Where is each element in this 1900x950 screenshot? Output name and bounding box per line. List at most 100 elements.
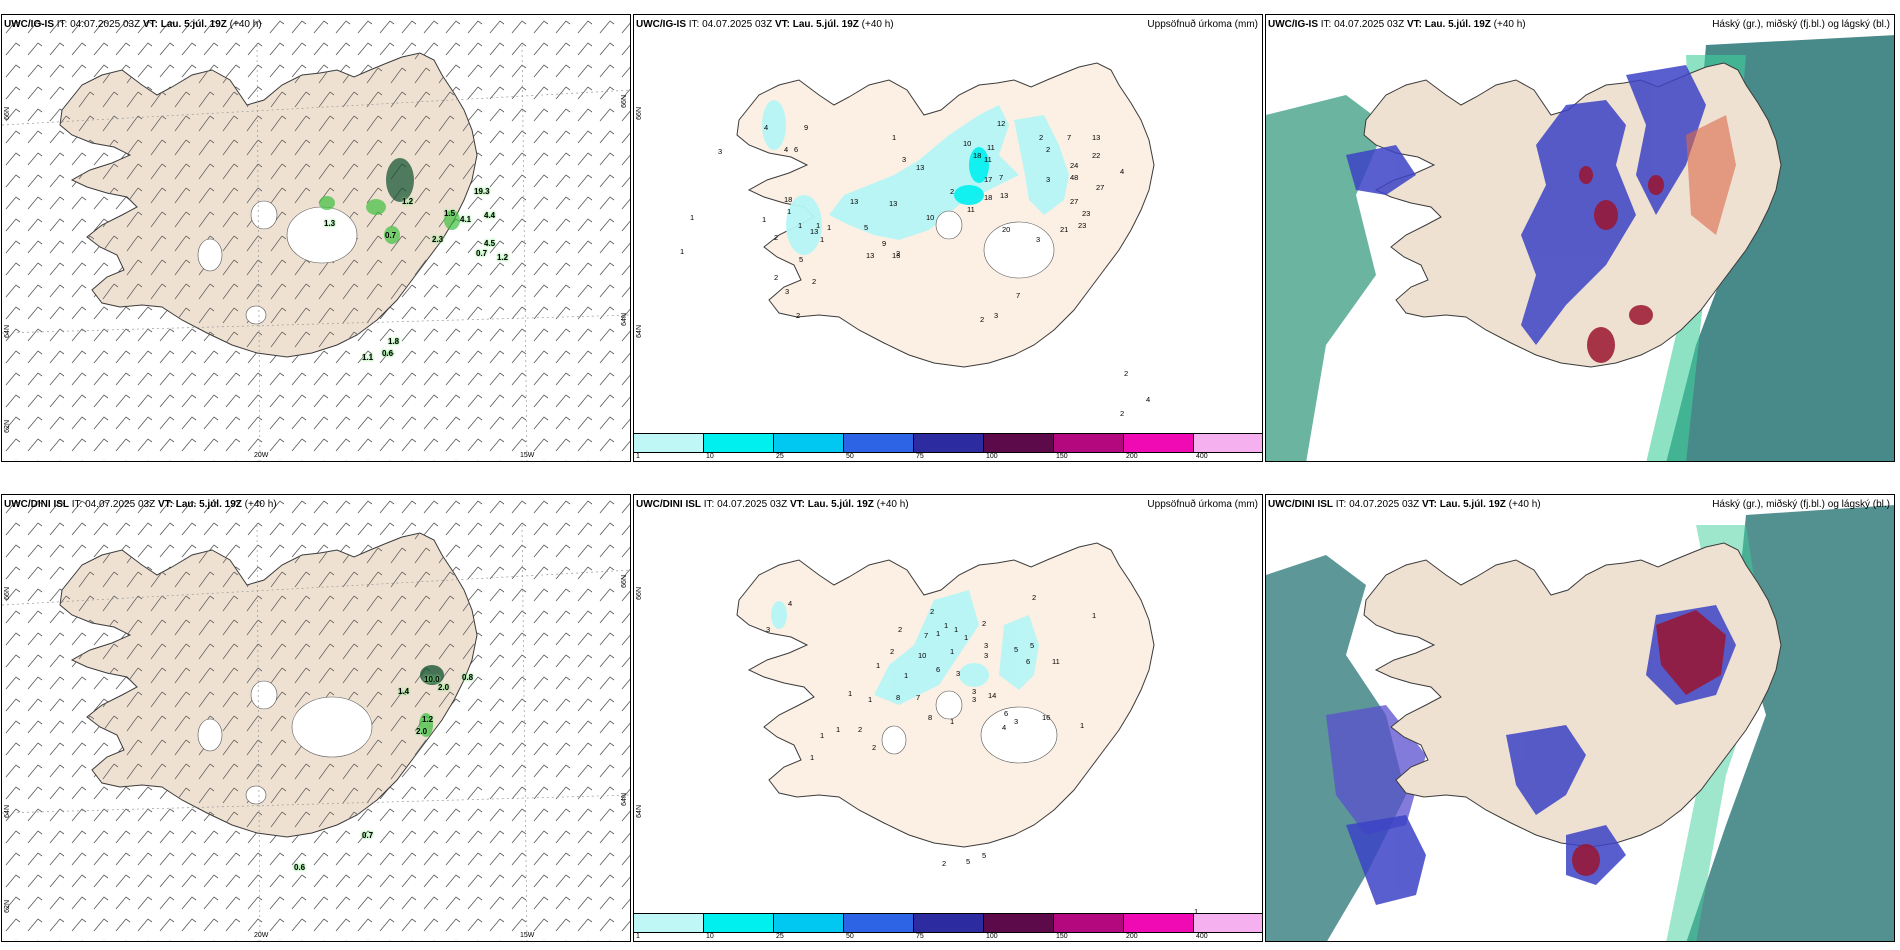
precip-value: 2 — [796, 311, 801, 320]
map-subtitle: Háský (gr.), miðský (fj.bl.) og lágský (… — [1712, 499, 1890, 510]
gust-value: 0.7 — [385, 231, 397, 240]
precip-value: 1 — [1080, 721, 1085, 730]
lat-label: 64N — [636, 805, 643, 818]
precip-value: 3 — [1046, 175, 1051, 184]
lat-label: 64N — [621, 793, 628, 806]
lat-label: 64N — [4, 805, 11, 818]
precip-value: 4 — [1146, 395, 1151, 404]
precip-value: 4 — [788, 599, 793, 608]
precip-value: 2 — [930, 607, 935, 616]
precip-value: 1 — [1092, 611, 1097, 620]
mid-cloud — [1346, 65, 1706, 345]
precip-value: 5 — [966, 857, 971, 866]
precip-value: 3 — [972, 687, 977, 696]
precip-map — [736, 542, 1155, 848]
precip-value: 1 — [827, 223, 832, 232]
colorbar-tick: 50 — [846, 453, 854, 460]
lat-label: 66N — [4, 587, 11, 600]
precip-value: 5 — [1014, 645, 1019, 654]
precip-value: 14 — [988, 691, 997, 700]
lat-label: 64N — [636, 325, 643, 338]
precip-value: 3 — [984, 641, 989, 650]
lat-label: 66N — [621, 575, 628, 588]
precip-value: 3 — [1014, 717, 1019, 726]
precip-value: 7 — [1016, 291, 1021, 300]
lat-label: 66N — [636, 107, 643, 120]
colorbar-tick: 150 — [1056, 933, 1068, 940]
lat-label: 62N — [4, 420, 11, 433]
precip-value: 1 — [950, 717, 955, 726]
gust-areas — [319, 158, 460, 244]
gust-value: 1.2 — [497, 253, 509, 262]
cloud-panel-dini: UWC/DINI ISL IT: 04.07.2025 03Z VT: Lau.… — [1265, 494, 1895, 942]
lat-label: 62N — [4, 900, 11, 913]
precip-value: 2 — [1124, 369, 1129, 378]
precip-value: 13 — [810, 227, 819, 236]
precip-value: 3 — [984, 651, 989, 660]
precip-value: 11 — [987, 143, 995, 152]
gust-value: 0.8 — [462, 673, 474, 682]
precip-value: 2 — [942, 859, 947, 868]
precip-value: 10 — [918, 651, 927, 660]
panel-title: UWC/DINI ISL IT: 04.07.2025 03Z VT: Lau.… — [636, 499, 909, 510]
precip-value: 18 — [984, 193, 993, 202]
precip-value: 1 — [950, 647, 955, 656]
colorbar-swatch — [1194, 434, 1262, 452]
precip-value: 1 — [1194, 907, 1199, 916]
precip-value: 1 — [810, 753, 815, 762]
precip-value: 3 — [956, 669, 961, 678]
colorbar-tick: 10 — [706, 453, 714, 460]
lon-label: 15W — [520, 932, 535, 939]
colorbar-swatch — [1054, 434, 1124, 452]
precip-value: 1 — [690, 213, 695, 222]
precip-value: 1 — [820, 731, 825, 740]
precip-value: 4 — [1120, 167, 1125, 176]
precip-value: 2 — [774, 273, 779, 282]
precip-value: 2 — [950, 187, 955, 196]
precip-value: 5 — [1030, 641, 1035, 650]
colorbar-swatch — [914, 434, 984, 452]
colorbar-tick: 1 — [636, 453, 640, 460]
precip-value: 1 — [876, 661, 881, 670]
colorbar-tick: 200 — [1126, 453, 1138, 460]
gust-value: 0.6 — [382, 349, 394, 358]
precip-value: 13 — [1092, 133, 1101, 142]
precip-value: 8 — [896, 693, 901, 702]
precip-value: 11 — [984, 155, 992, 164]
map-subtitle: Uppsöfnuð úrkoma (mm) — [1147, 19, 1258, 30]
precip-value: 3 — [902, 155, 907, 164]
precip-value: 2 — [890, 647, 895, 656]
precip-value: 6 — [936, 665, 941, 674]
precip-value: 18 — [784, 195, 793, 204]
precip-value: 1 — [964, 633, 969, 642]
colorbar-swatch — [634, 434, 704, 452]
wind-panel-dini: UWC/DINI ISL IT: 04.07.2025 03Z VT: Lau.… — [1, 494, 631, 942]
lat-label: 64N — [621, 313, 628, 326]
precip-value: 10 — [926, 213, 935, 222]
precip-value: 11 — [967, 205, 975, 214]
gust-value: 0.7 — [476, 249, 488, 258]
precip-value: 7 — [1067, 133, 1072, 142]
colorbar-tick: 50 — [846, 933, 854, 940]
precip-value: 2 — [1046, 145, 1051, 154]
panel-title: UWC/DINI ISL IT: 04.07.2025 03Z VT: Lau.… — [4, 499, 277, 510]
precip-value: 24 — [1070, 161, 1079, 170]
colorbar-swatch — [984, 434, 1054, 452]
colorbar-swatch — [1124, 434, 1194, 452]
precip-value: 7 — [916, 693, 921, 702]
panel-title: UWC/IG-IS IT: 04.07.2025 03Z VT: Lau. 5.… — [4, 19, 262, 30]
panel-title: UWC/DINI ISL IT: 04.07.2025 03Z VT: Lau.… — [1268, 499, 1541, 510]
wind-map — [2, 495, 630, 941]
precip-value: 7 — [999, 173, 1004, 182]
colorbar-swatch — [774, 434, 844, 452]
precip-value: 2 — [980, 315, 985, 324]
precip-value: 13 — [850, 197, 859, 206]
precip-value: 2 — [872, 743, 877, 752]
gust-value: 0.7 — [362, 831, 374, 840]
colorbar-tick: 100 — [986, 453, 998, 460]
gust-value: 1.5 — [444, 209, 456, 218]
low-cloud — [1579, 166, 1664, 363]
precip-value: 6 — [794, 145, 799, 154]
cloud-map — [1266, 495, 1894, 941]
colorbar-tick: 75 — [916, 453, 924, 460]
